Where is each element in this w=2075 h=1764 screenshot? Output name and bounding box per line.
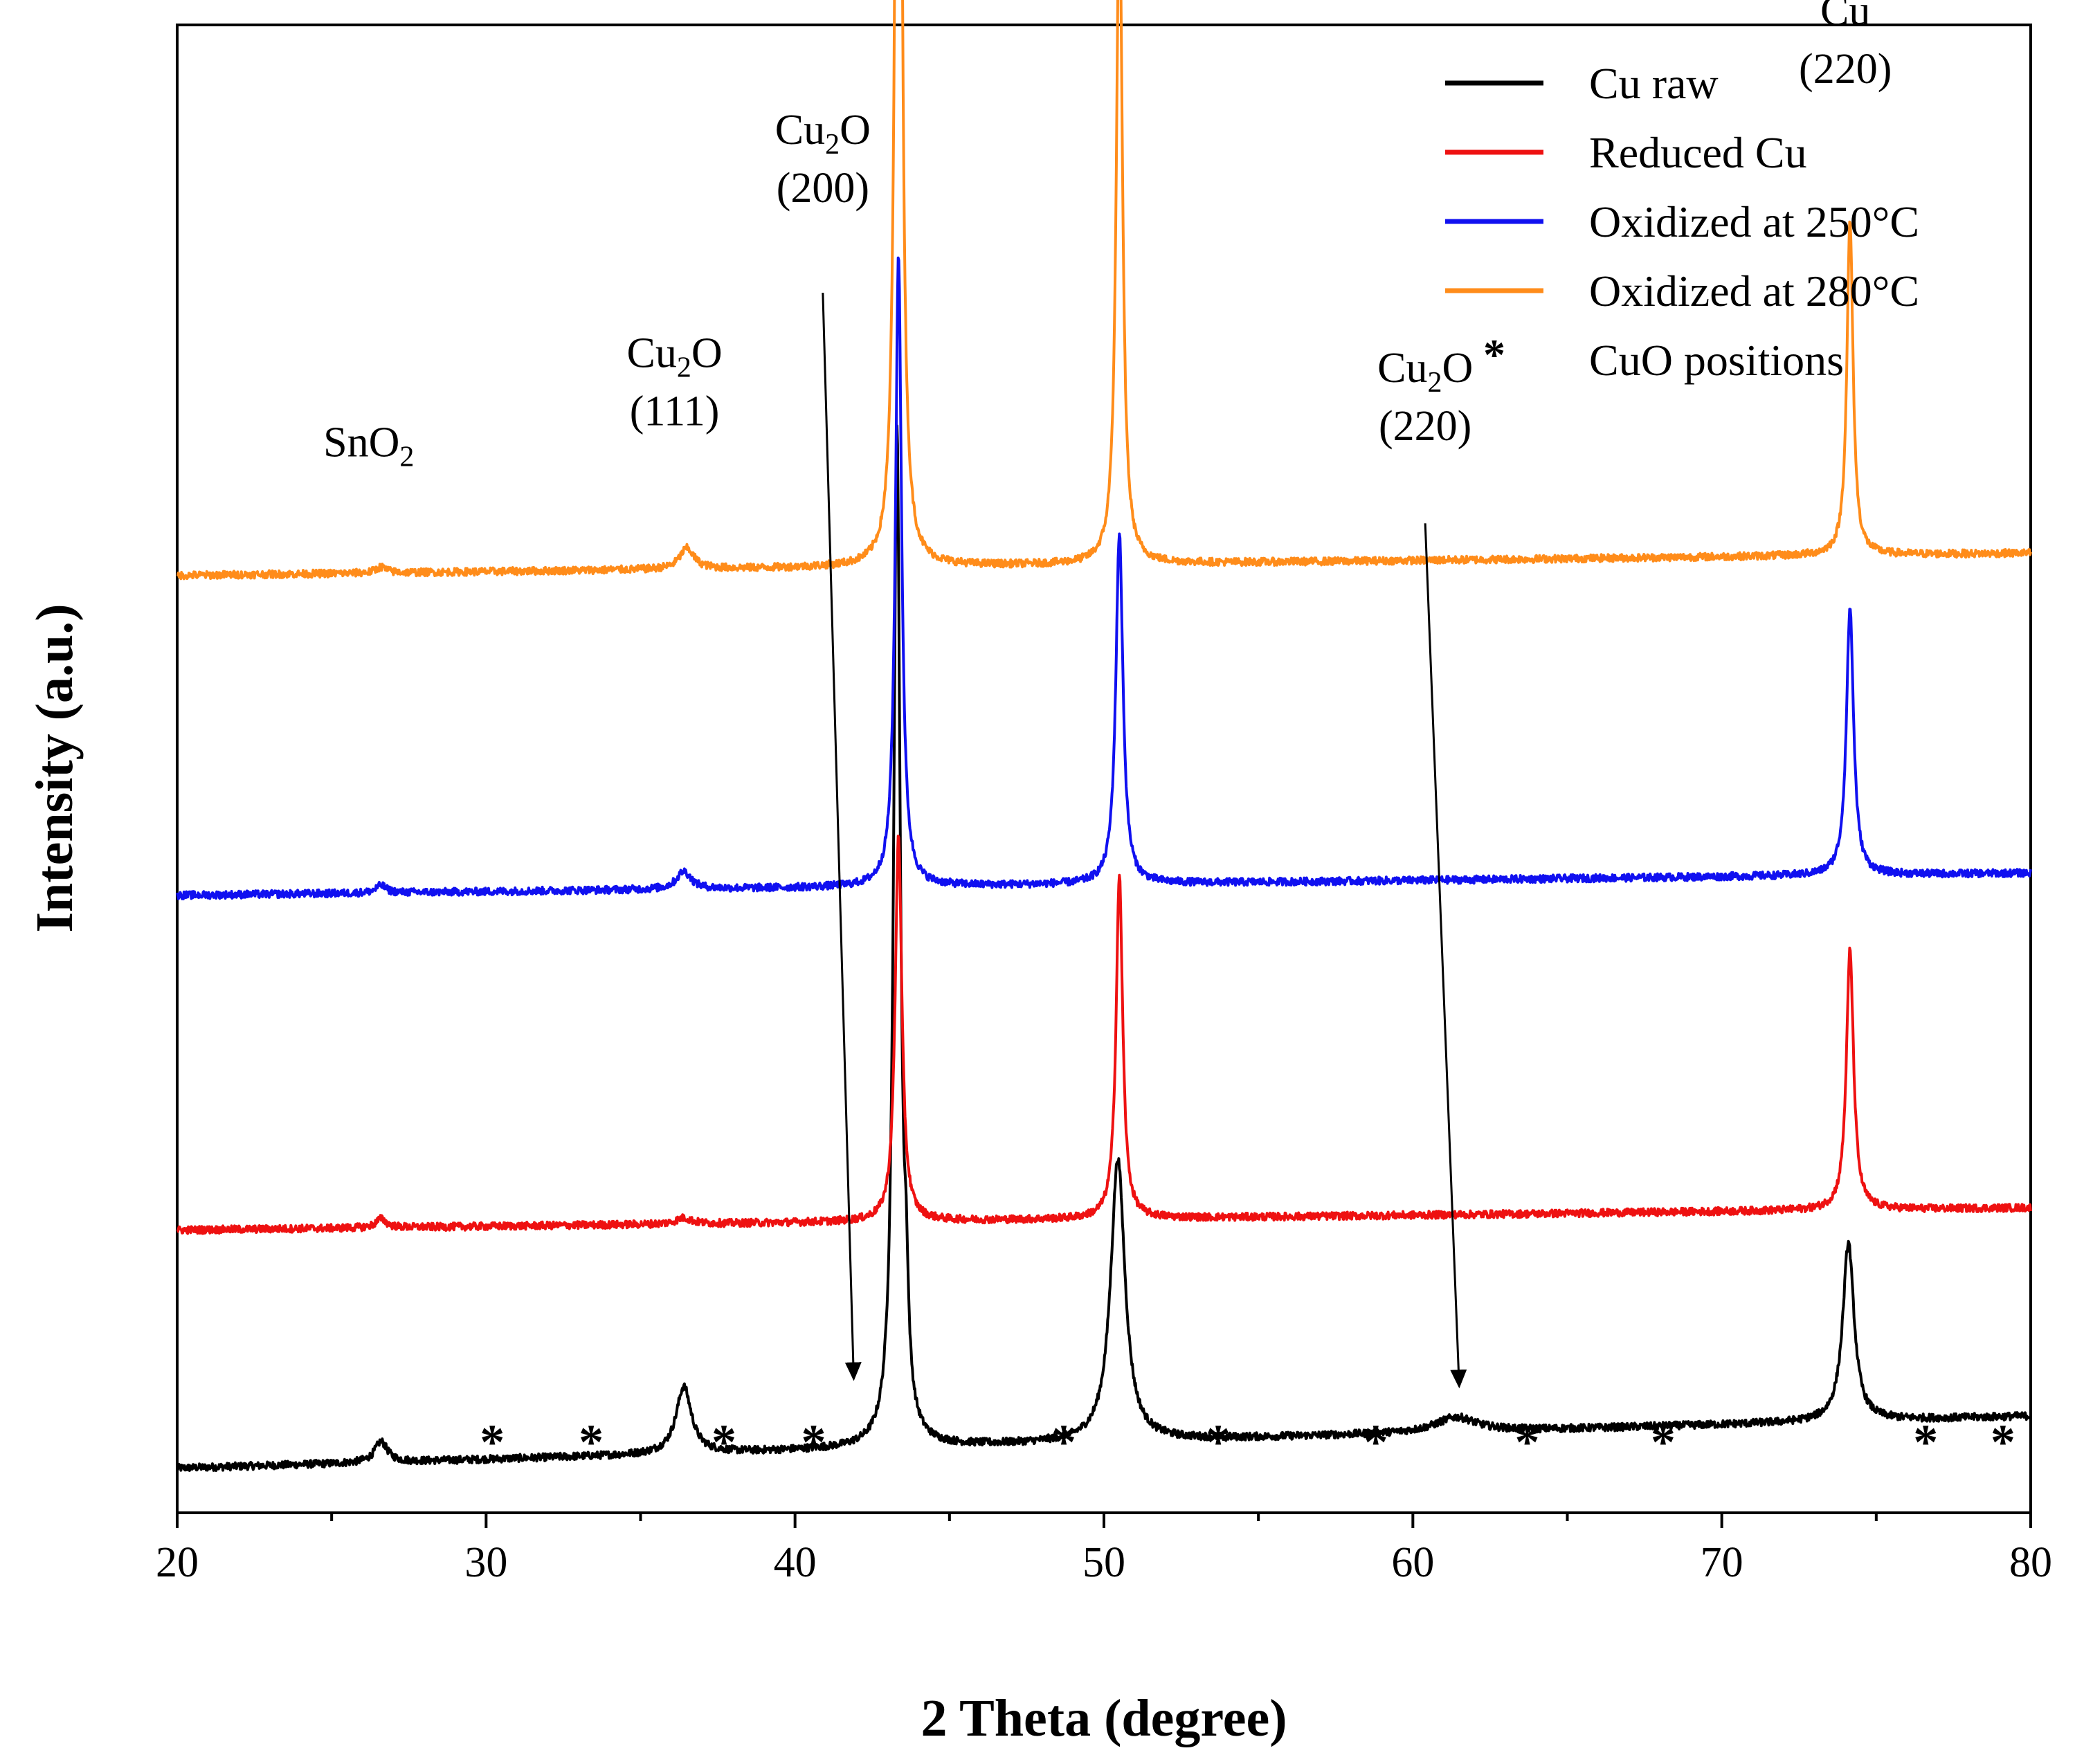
cuo-marker: * <box>712 1415 736 1470</box>
arrow-cu2o-200 <box>822 292 862 1381</box>
x-tick-label: 30 <box>464 1539 507 1586</box>
cuo-marker: * <box>480 1415 505 1470</box>
series-ox250 <box>176 256 2032 900</box>
legend-label-ox250: Oxidized at 250°C <box>1589 197 1919 246</box>
plot-frame <box>176 24 2032 1514</box>
annotation-cu2o-200: (200) <box>777 165 869 212</box>
x-tick-label: 60 <box>1391 1539 1434 1586</box>
series-ox280 <box>176 0 2032 581</box>
x-tick-label: 50 <box>1082 1539 1125 1586</box>
x-tick-label: 40 <box>774 1539 817 1586</box>
legend-label-cuo: CuO positions <box>1589 336 1844 385</box>
series-reduced <box>176 835 2032 1235</box>
peak-annotations: SnO2Cu2O(111)Cu2O(200)Cu(111)Cu200Cu2O(2… <box>323 0 1892 473</box>
annotation-cu2o-220: Cu2O <box>1377 345 1473 399</box>
y-axis-title: Intensity (a.u.) <box>26 603 84 932</box>
cuo-marker: * <box>1051 1415 1076 1470</box>
x-axis-ticks: 20 30 40 50 60 70 80 <box>156 1513 2052 1586</box>
x-tick-label: 70 <box>1701 1539 1743 1586</box>
cuo-markers: * * * * * * * * * * * <box>480 1415 2015 1470</box>
annotation-sno2: SnO2 <box>323 419 414 473</box>
legend: Cu raw Reduced Cu Oxidized at 250°C Oxidize… <box>1445 59 1919 385</box>
legend-label-ox280: Oxidized at 280°C <box>1589 266 1919 316</box>
x-axis-title: 2 Theta (degree) <box>921 1689 1287 1747</box>
annotation-cu2o-220: (220) <box>1379 403 1471 450</box>
x-tick-label: 80 <box>2009 1539 2052 1586</box>
cuo-marker: * <box>801 1415 826 1470</box>
cuo-marker: * <box>1206 1415 1231 1470</box>
annotation-cu2o-111: Cu2O <box>627 330 723 384</box>
cuo-marker: * <box>579 1415 604 1470</box>
cuo-marker: * <box>1514 1415 1539 1470</box>
legend-label-reduced: Reduced Cu <box>1589 128 1807 177</box>
annotation-cu2o-111: (111) <box>630 388 720 435</box>
cuo-marker: * <box>1363 1415 1388 1470</box>
annotation-cu2o-200: Cu2O <box>775 107 871 161</box>
cuo-marker: * <box>1991 1415 2015 1470</box>
annotation-cu-220: (220) <box>1799 46 1892 93</box>
annotation-cu-220: Cu <box>1820 0 1870 35</box>
cuo-marker: * <box>1913 1415 1938 1470</box>
legend-label-cu_raw: Cu raw <box>1589 59 1719 108</box>
annotation-arrows <box>822 292 1467 1389</box>
legend-swatch-cuo: * <box>1483 330 1505 379</box>
x-tick-label: 20 <box>156 1539 199 1586</box>
cuo-marker: * <box>1651 1415 1676 1470</box>
arrow-cu2o-220 <box>1424 523 1467 1389</box>
series-layer <box>176 0 2032 1472</box>
series-cu_raw <box>176 424 2032 1472</box>
